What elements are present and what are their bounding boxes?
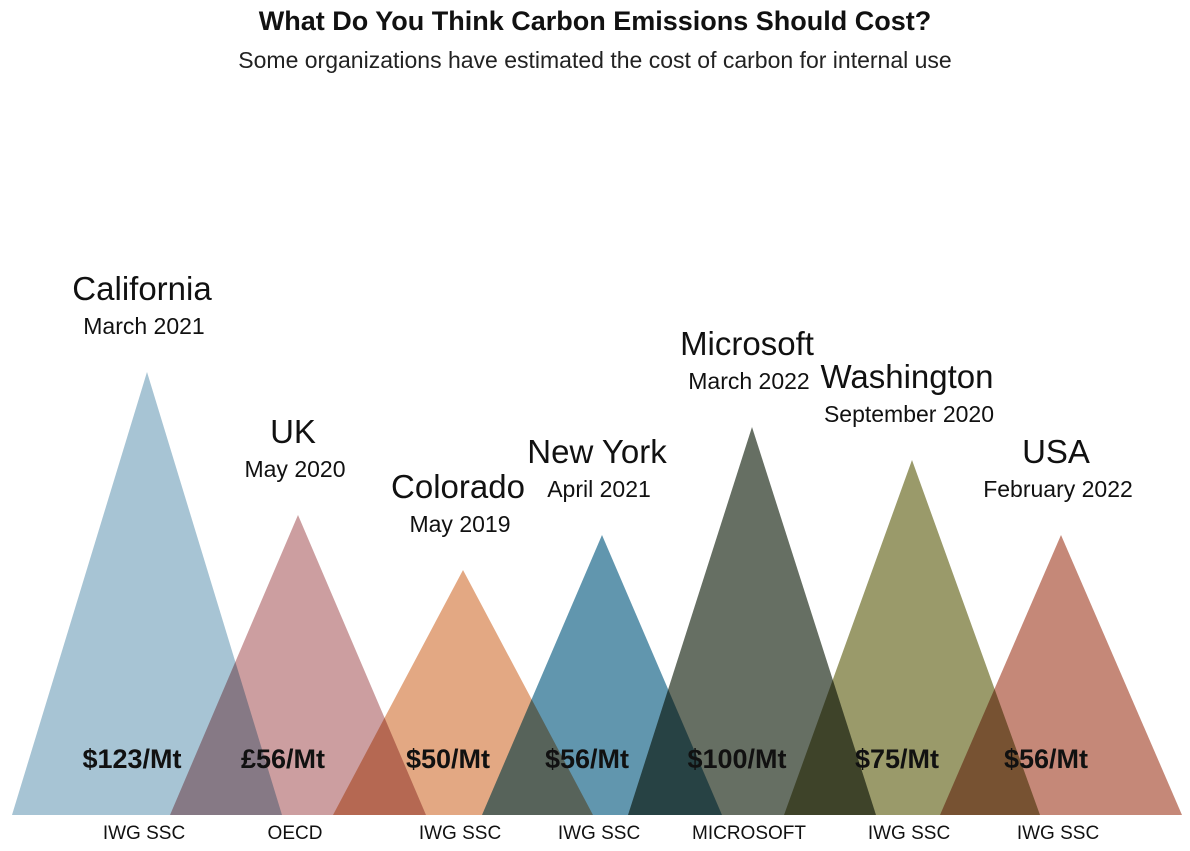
source-label-new-york: IWG SSC: [558, 823, 640, 844]
value-label-new-york: $56/Mt: [545, 744, 629, 774]
chart-subtitle: Some organizations have estimated the co…: [238, 47, 952, 73]
value-label-microsoft: $100/Mt: [687, 744, 786, 774]
value-label-colorado: $50/Mt: [406, 744, 490, 774]
source-label-microsoft: MICROSOFT: [692, 823, 806, 844]
label-name-microsoft: Microsoft: [680, 325, 814, 362]
label-name-colorado: Colorado: [391, 468, 525, 505]
chart-title: What Do You Think Carbon Emissions Shoul…: [258, 6, 932, 36]
label-name-california: California: [72, 270, 212, 307]
mountain-california: [12, 372, 282, 815]
label-date-washington: September 2020: [824, 401, 994, 427]
mountain-usa: [940, 535, 1182, 815]
source-label-uk: OECD: [268, 823, 323, 844]
label-date-uk: May 2020: [244, 456, 345, 482]
value-label-california: $123/Mt: [82, 744, 181, 774]
value-label-usa: $56/Mt: [1004, 744, 1088, 774]
label-date-colorado: May 2019: [409, 511, 510, 537]
value-label-uk: £56/Mt: [241, 744, 325, 774]
source-label-california: IWG SSC: [103, 823, 185, 844]
label-date-california: March 2021: [83, 313, 204, 339]
label-name-new-york: New York: [527, 433, 667, 470]
value-label-washington: $75/Mt: [855, 744, 939, 774]
label-name-washington: Washington: [820, 358, 993, 395]
label-date-microsoft: March 2022: [688, 368, 809, 394]
mountain-washington: [784, 460, 1040, 815]
source-label-usa: IWG SSC: [1017, 823, 1099, 844]
source-label-colorado: IWG SSC: [419, 823, 501, 844]
label-date-usa: February 2022: [983, 476, 1133, 502]
mountain-microsoft: [628, 427, 876, 815]
label-name-uk: UK: [270, 413, 316, 450]
label-date-new-york: April 2021: [547, 476, 651, 502]
label-name-usa: USA: [1022, 433, 1090, 470]
mountain-uk: [170, 515, 426, 815]
source-label-washington: IWG SSC: [868, 823, 950, 844]
